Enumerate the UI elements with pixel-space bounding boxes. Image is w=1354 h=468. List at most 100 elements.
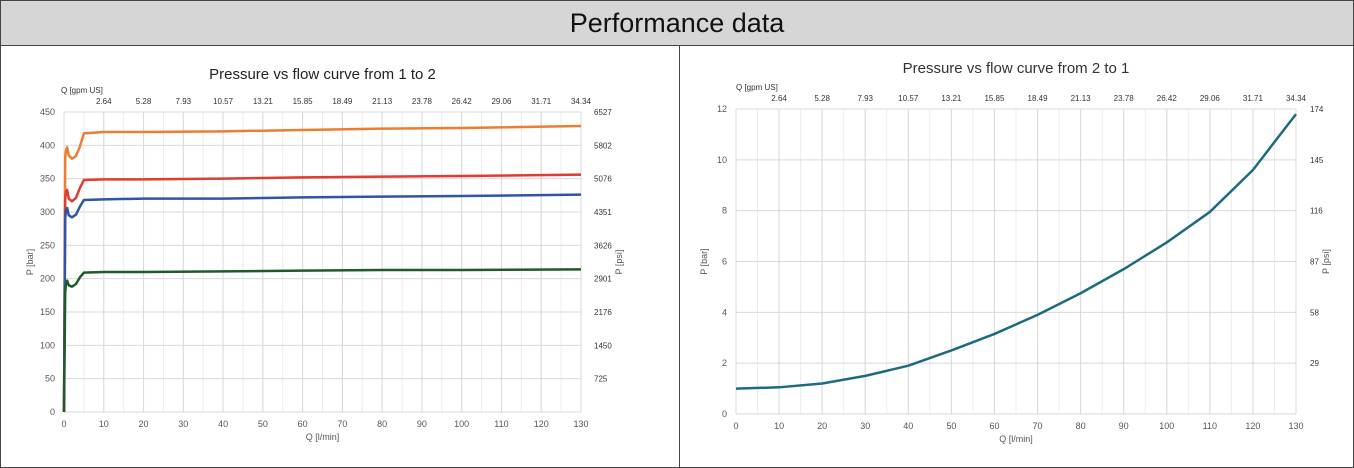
x-tick-label: 70	[1033, 421, 1043, 431]
x-tick-label: 0	[733, 421, 738, 431]
y-tick-label: 400	[40, 140, 55, 150]
series-line-1	[62, 124, 582, 413]
right-tick-label: 6527	[594, 108, 612, 117]
top-axis-label: Q [gpm US]	[736, 83, 778, 92]
top-tick-label: 10.57	[213, 97, 234, 106]
y-tick-label: 6	[722, 257, 727, 267]
header-bar: Performance data	[1, 1, 1353, 46]
pressure-flow-chart-1-to-2: Pressure vs flow curve from 1 to 2 0 10 20 3…	[25, 66, 624, 442]
x-tick-label: 120	[1245, 421, 1260, 431]
right-tick-label: 29	[1310, 359, 1319, 368]
y-tick-label: 12	[717, 104, 727, 114]
right-tick-label: 58	[1310, 308, 1319, 317]
top-tick-label: 31.71	[531, 97, 552, 106]
top-tick-label: 26.42	[1157, 94, 1178, 103]
top-tick-label: 26.42	[452, 97, 473, 106]
x-tick-label: 100	[1159, 421, 1174, 431]
top-tick-label: 15.85	[984, 94, 1005, 103]
x-tick-label: 60	[989, 421, 999, 431]
top-tick-label: 7.93	[176, 97, 192, 106]
top-tick-label: 29.06	[1200, 94, 1221, 103]
right-tick-label: 4351	[594, 208, 612, 217]
top-tick-label: 7.93	[857, 94, 873, 103]
x-tick-label: 90	[417, 419, 427, 429]
chart-title: Pressure vs flow curve from 2 to 1	[903, 60, 1130, 77]
top-tick-label: 15.85	[293, 97, 314, 106]
x-tick-label: 80	[1076, 421, 1086, 431]
top-tick-label: 31.71	[1243, 94, 1264, 103]
y-tick-label: 50	[45, 374, 55, 384]
y-axis-title: P [bar]	[699, 248, 709, 274]
x-tick-label: 130	[1288, 421, 1303, 431]
series-line-4	[62, 268, 582, 413]
chart-title: Pressure vs flow curve from 1 to 2	[209, 66, 436, 83]
top-tick-label: 18.49	[332, 97, 353, 106]
top-tick-label: 2.64	[96, 97, 112, 106]
y-tick-label: 8	[722, 206, 727, 216]
x-tick-label: 30	[178, 419, 188, 429]
top-tick-label: 18.49	[1028, 94, 1049, 103]
x-axis-title: Q [l/min]	[306, 432, 340, 442]
series-line-1	[735, 113, 1297, 390]
series-line-2	[62, 173, 582, 413]
x-tick-label: 70	[337, 419, 347, 429]
right-tick-label: 5076	[594, 175, 612, 184]
x-tick-label: 80	[377, 419, 387, 429]
x-tick-label: 110	[494, 419, 508, 429]
x-tick-label: 40	[218, 419, 228, 429]
series-line-3	[62, 193, 582, 413]
x-tick-label: 90	[1119, 421, 1129, 431]
panel-divider	[679, 46, 680, 467]
y-axis-title: P [bar]	[25, 249, 35, 275]
right-tick-label: 1450	[594, 341, 612, 350]
y-tick-label: 0	[722, 409, 727, 419]
x-tick-label: 100	[454, 419, 469, 429]
top-tick-label: 23.78	[1114, 94, 1135, 103]
x-tick-label: 40	[903, 421, 913, 431]
right-tick-label: 5802	[594, 141, 612, 150]
right-tick-label: 145	[1310, 156, 1324, 165]
x-tick-label: 130	[573, 419, 588, 429]
x-tick-label: 110	[1203, 421, 1217, 431]
x-tick-label: 50	[946, 421, 956, 431]
top-tick-label: 29.06	[491, 97, 512, 106]
x-tick-label: 20	[817, 421, 827, 431]
chart-panel-1-to-2: Pressure vs flow curve from 1 to 2 0 10 20 3…	[1, 46, 679, 467]
y-tick-label: 0	[50, 407, 55, 417]
y-tick-label: 4	[722, 307, 727, 317]
x-tick-label: 20	[139, 419, 149, 429]
y-tick-label: 2	[722, 358, 727, 368]
y-axis-title-right: P [psi]	[1321, 249, 1331, 274]
top-tick-label: 5.28	[136, 97, 152, 106]
pressure-flow-chart-2-to-1: Pressure vs flow curve from 2 to 10 10 20 3…	[699, 60, 1331, 444]
right-tick-label: 116	[1310, 207, 1323, 216]
y-tick-label: 150	[40, 307, 55, 317]
x-tick-label: 10	[99, 419, 109, 429]
y-tick-label: 350	[40, 174, 55, 184]
right-tick-label: 725	[594, 375, 608, 384]
top-tick-label: 13.21	[941, 94, 962, 103]
top-tick-label: 2.64	[771, 94, 787, 103]
right-tick-label: 2176	[594, 308, 612, 317]
right-tick-label: 3626	[594, 241, 612, 250]
y-tick-label: 250	[40, 240, 55, 250]
top-tick-label: 5.28	[814, 94, 830, 103]
top-tick-label: 23.78	[412, 97, 433, 106]
x-tick-label: 120	[534, 419, 549, 429]
right-tick-label: 174	[1310, 105, 1324, 114]
x-tick-label: 10	[774, 421, 784, 431]
x-tick-label: 60	[298, 419, 308, 429]
right-tick-label: 2901	[594, 275, 612, 284]
chart-panel-2-to-1: Pressure vs flow curve from 2 to 1 0 10 20 3…	[680, 46, 1353, 467]
top-axis-label: Q [gpm US]	[61, 86, 103, 95]
top-tick-label: 13.21	[253, 97, 274, 106]
top-tick-label: 21.13	[372, 97, 393, 106]
top-tick-label: 34.34	[571, 97, 592, 106]
top-tick-label: 10.57	[898, 94, 919, 103]
y-axis-title-right: P [psi]	[614, 250, 624, 275]
right-tick-label: 87	[1310, 258, 1319, 267]
y-tick-label: 300	[40, 207, 55, 217]
y-tick-label: 100	[40, 340, 55, 350]
x-tick-label: 30	[860, 421, 870, 431]
